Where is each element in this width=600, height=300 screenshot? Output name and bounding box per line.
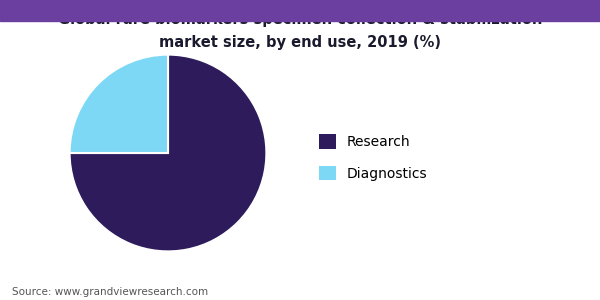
Wedge shape: [70, 55, 168, 153]
Legend: Research, Diagnostics: Research, Diagnostics: [319, 134, 427, 181]
Text: market size, by end use, 2019 (%): market size, by end use, 2019 (%): [159, 34, 441, 50]
Text: Source: www.grandviewresearch.com: Source: www.grandviewresearch.com: [12, 287, 208, 297]
Text: Global rare biomarkers specimen collection & stabilization: Global rare biomarkers specimen collecti…: [58, 12, 542, 27]
Wedge shape: [70, 55, 266, 251]
